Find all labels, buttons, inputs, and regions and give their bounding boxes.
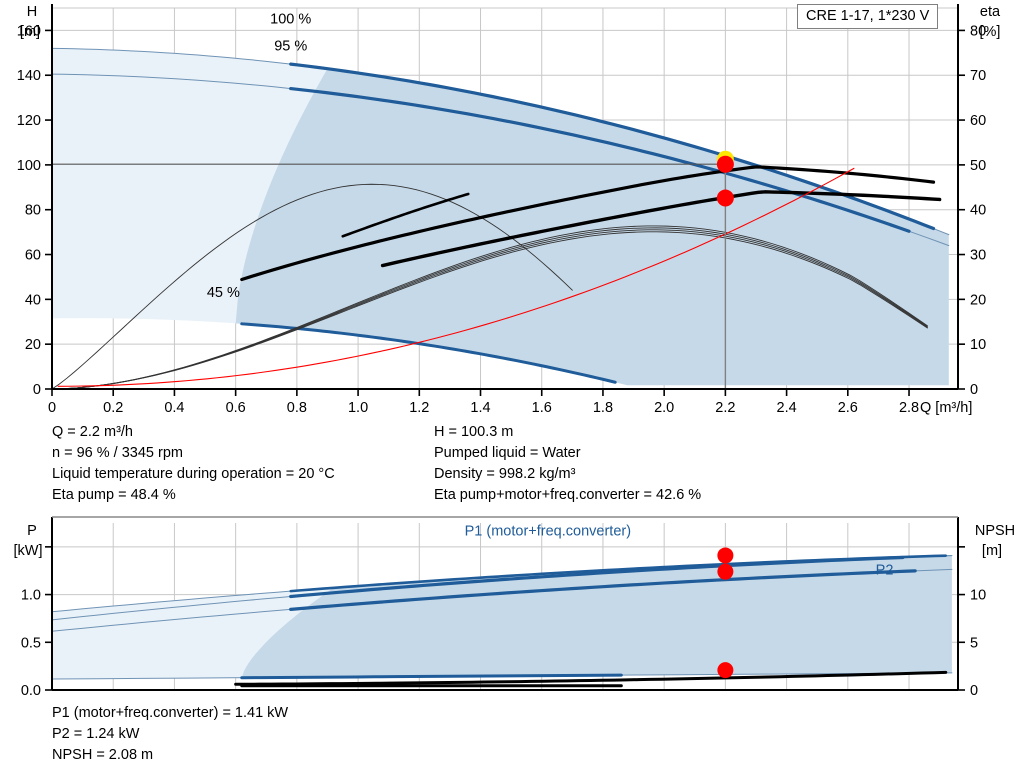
axis-unit-npsh: [m] [982, 543, 1002, 559]
tick-label-bottom: 2.0 [654, 400, 674, 416]
tick-label-left: 0.5 [21, 635, 41, 651]
tick-label-right: 70 [970, 68, 986, 84]
tick-label-right: 0 [970, 683, 978, 699]
tick-label-bottom: 1.2 [409, 400, 429, 416]
axis-title-h: H [27, 4, 37, 20]
tick-label-left: 1.0 [21, 588, 41, 604]
npsh-reference-curve [57, 167, 855, 387]
efficiency-curve-total [380, 190, 942, 268]
tick-label-right: 0 [970, 382, 978, 398]
head-efficiency-chart: 0 20 40 60 80 100 120 140 160 0 10 20 30 40 50 60 70 80 0 0… [17, 4, 1001, 416]
readout-bottom-line-1: P2 = 1.24 kW [52, 726, 140, 742]
tick-label-bottom: 1.6 [532, 400, 552, 416]
readout-right-line-3: Eta pump+motor+freq.converter = 42.6 % [434, 487, 702, 503]
tick-label-bottom: 0.6 [226, 400, 246, 416]
readout-left-line-2: Liquid temperature during operation = 20… [52, 466, 335, 482]
tick-label-right: 50 [970, 158, 986, 174]
axis-title-npsh: NPSH [975, 523, 1015, 539]
duty-point-npsh [717, 662, 734, 679]
power-curve-label-0: P1 (motor+freq.converter) [465, 523, 631, 539]
head-curve-95pct [289, 86, 911, 233]
axes: 0.0 0.5 1.0 0 5 10 P [kW] NPSH [m] [14, 516, 1015, 699]
axis-unit-p: [kW] [14, 543, 43, 559]
axis-title-eta: eta [980, 4, 1001, 20]
pump-model-title: CRE 1-17, 1*230 V [797, 4, 939, 29]
duty-point-eta-total [716, 189, 734, 207]
tick-label-bottom: 2.8 [899, 400, 919, 416]
tick-label-left: 160 [17, 23, 41, 39]
tick-label-right: 80 [970, 23, 986, 39]
tick-label-right: 30 [970, 248, 986, 264]
tick-label-right: 60 [970, 113, 986, 129]
curve-label-0: 100 % [270, 12, 311, 28]
tick-label-left: 100 [17, 158, 41, 174]
readout-left-line-0: Q = 2.2 m³/h [52, 424, 133, 440]
curve-label-2: 45 % [207, 285, 240, 301]
tick-label-bottom: 1.8 [593, 400, 613, 416]
readout-left-line-3: Eta pump = 48.4 % [52, 487, 176, 503]
tick-label-left: 40 [25, 292, 41, 308]
tick-label-bottom: 0.2 [103, 400, 123, 416]
tick-label-bottom: 1.0 [348, 400, 368, 416]
npsh-curve [234, 670, 948, 686]
efficiency-curve-thin-a [51, 183, 573, 390]
axis-unit-eta: [%] [980, 24, 1001, 40]
tick-label-bottom: 0.8 [287, 400, 307, 416]
readout-right-line-0: H = 100.3 m [434, 424, 514, 440]
efficiency-curve-hairline [57, 231, 928, 390]
tick-label-left: 60 [25, 248, 41, 264]
head-curve-45pct [240, 322, 617, 384]
tick-label-left: 140 [17, 68, 41, 84]
axis-unit-h: [m] [20, 24, 40, 40]
tick-label-bottom: 1.4 [470, 400, 490, 416]
tick-label-right: 10 [970, 588, 986, 604]
tick-label-right: 20 [970, 292, 986, 308]
efficiency-curve-stub [341, 192, 470, 238]
duty-point-head [716, 155, 734, 173]
axis-title-q: Q [m³/h] [920, 400, 972, 416]
tick-label-bottom: 0 [48, 400, 56, 416]
tick-label-left: 80 [25, 203, 41, 219]
tick-label-left: 0.0 [21, 683, 41, 699]
tick-label-right: 10 [970, 337, 986, 353]
power-curve-p1 [289, 555, 905, 599]
tick-label-bottom: 0.4 [164, 400, 184, 416]
axis-title-p: P [27, 523, 37, 539]
tick-label-left: 0 [33, 382, 41, 398]
power-curve-label-1: P2 [876, 563, 894, 579]
power-curves [234, 554, 948, 688]
readout-bottom-column: P1 (motor+freq.converter) = 1.41 kW P2 = … [52, 703, 288, 766]
performance-envelope-operating [235, 68, 949, 386]
tick-label-bottom: 2.6 [838, 400, 858, 416]
power-npsh-chart: 0.0 0.5 1.0 0 5 10 P [kW] NPSH [m] P1 (motor+freq.… [14, 516, 1015, 699]
tick-label-left: 120 [17, 113, 41, 129]
duty-point-p2 [717, 563, 734, 580]
readout-right-line-2: Density = 998.2 kg/m³ [434, 466, 576, 482]
readout-left-column: Q = 2.2 m³/h n = 96 % / 3345 rpm Liquid te… [52, 422, 335, 506]
tick-label-right: 5 [970, 635, 978, 651]
tick-label-left: 20 [25, 337, 41, 353]
duty-point-p1 [717, 547, 734, 564]
tick-label-bottom: 2.4 [777, 400, 797, 416]
readout-right-line-1: Pumped liquid = Water [434, 445, 581, 461]
efficiency-curves [51, 165, 942, 390]
axes: 0 20 40 60 80 100 120 140 160 0 10 20 30 40 50 60 70 80 0 0… [17, 4, 1001, 416]
power-curve-min [240, 673, 623, 680]
head-curves [240, 62, 936, 384]
readout-right-column: H = 100.3 m Pumped liquid = Water Density … [434, 422, 701, 506]
tick-label-right: 40 [970, 203, 986, 219]
readout-left-line-1: n = 96 % / 3345 rpm [52, 445, 183, 461]
tick-label-bottom: 2.2 [715, 400, 735, 416]
head-curve-100pct [289, 62, 936, 231]
power-curve-p2 [289, 569, 917, 611]
readout-bottom-line-2: NPSH = 2.08 m [52, 747, 154, 763]
curve-label-1: 95 % [274, 39, 307, 55]
efficiency-curve-pump [240, 165, 936, 282]
readout-bottom-line-0: P1 (motor+freq.converter) = 1.41 kW [52, 705, 289, 721]
